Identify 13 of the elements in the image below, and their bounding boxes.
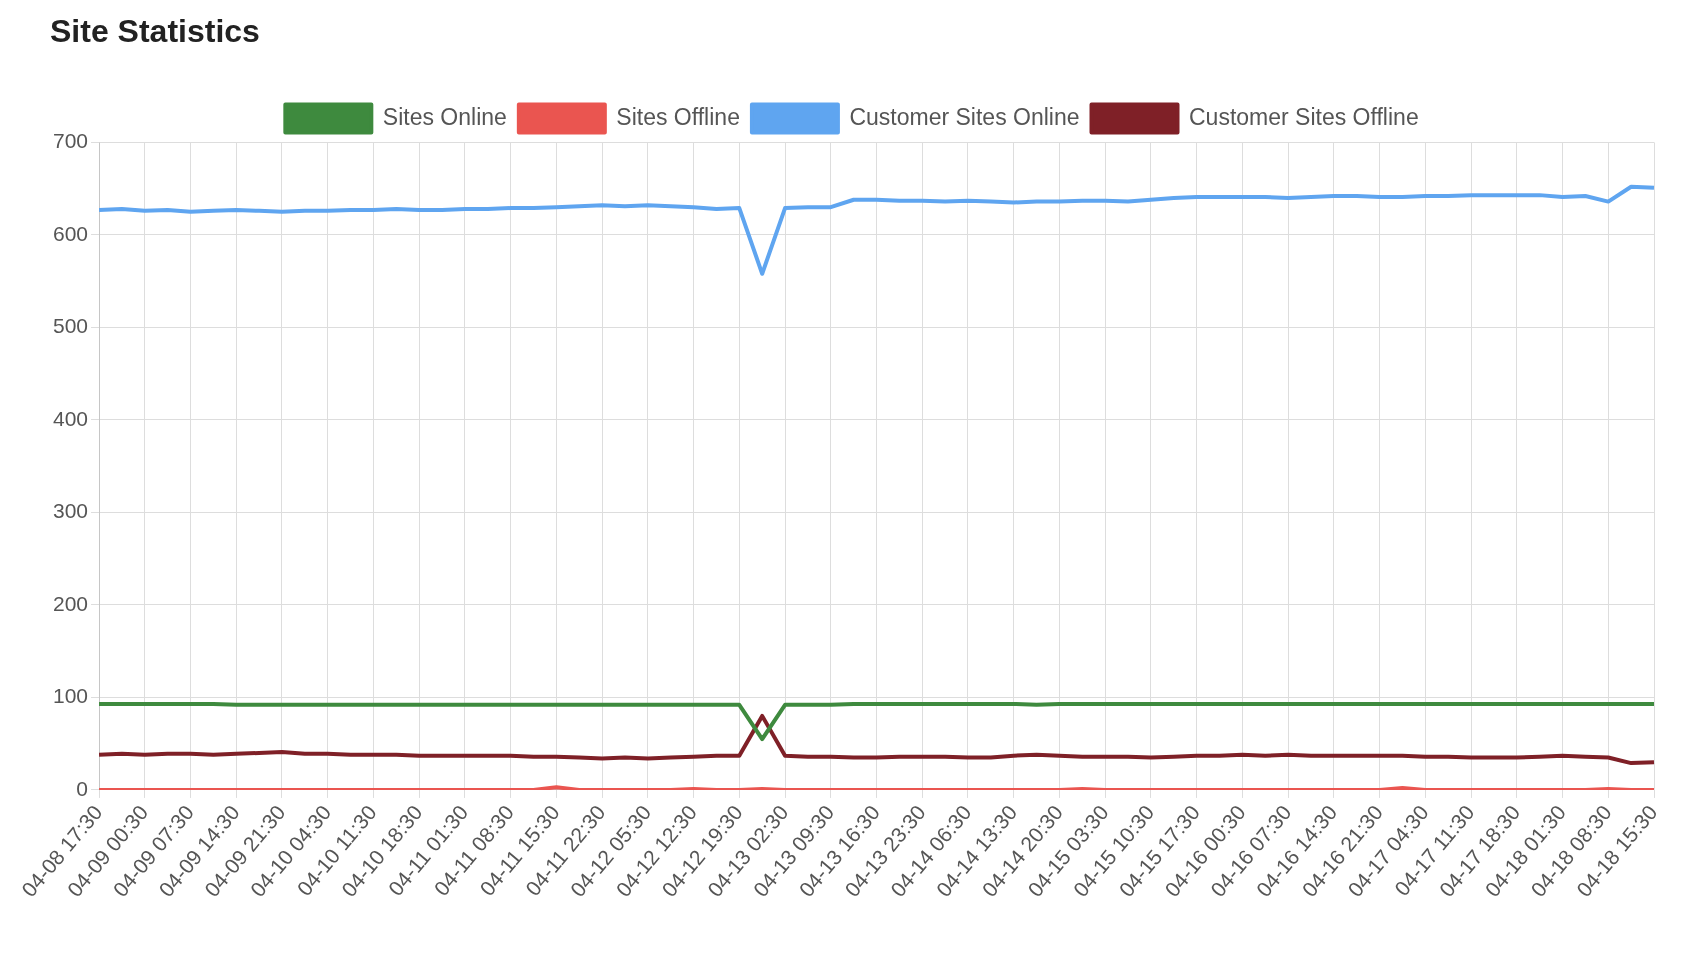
y-tick-label: 300 bbox=[52, 499, 89, 523]
y-tick-label: 0 bbox=[76, 776, 89, 800]
y-tick-label: 400 bbox=[52, 406, 89, 430]
chart-title: Site Statistics bbox=[50, 13, 260, 50]
y-tick-label: 600 bbox=[52, 221, 89, 245]
legend-label: Sites Online bbox=[382, 103, 507, 130]
y-tick-label: 200 bbox=[52, 591, 89, 615]
legend-label: Customer Sites Offline bbox=[1189, 103, 1419, 130]
y-tick-label: 500 bbox=[52, 314, 89, 338]
legend-label: Customer Sites Online bbox=[849, 103, 1080, 130]
y-tick-label: 700 bbox=[52, 129, 89, 153]
y-tick-label: 100 bbox=[52, 684, 89, 708]
legend-label: Sites Offline bbox=[616, 103, 740, 130]
